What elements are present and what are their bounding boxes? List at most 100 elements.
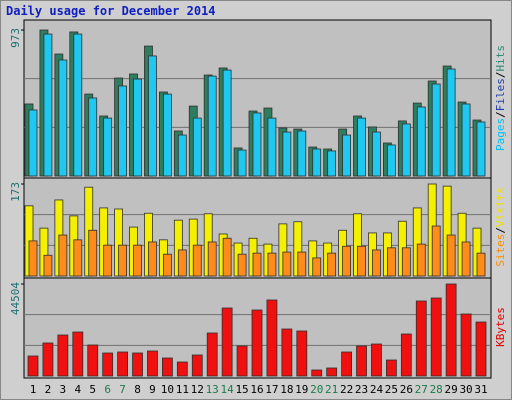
bar xyxy=(73,239,83,277)
bar xyxy=(267,252,277,277)
bar xyxy=(385,359,397,377)
bar xyxy=(342,134,352,177)
x-tick-label: 10 xyxy=(161,383,174,396)
legend: Pages/Files/Hits xyxy=(494,45,507,151)
bar xyxy=(207,241,217,277)
bar xyxy=(431,83,441,177)
x-tick-label: 29 xyxy=(445,383,458,396)
bar xyxy=(117,351,128,377)
x-tick-label: 14 xyxy=(221,383,235,396)
bar xyxy=(28,240,38,277)
x-tick-label: 6 xyxy=(104,383,111,396)
bar xyxy=(147,350,158,377)
bar xyxy=(341,351,353,377)
legend-separator: / xyxy=(494,227,507,234)
legend-entry: Sites xyxy=(494,234,507,267)
legend: KBytes xyxy=(494,307,507,347)
x-tick-label: 12 xyxy=(191,383,204,396)
x-tick-label: 3 xyxy=(60,383,67,396)
bar xyxy=(191,354,203,377)
bar xyxy=(58,234,68,277)
bar xyxy=(461,241,471,277)
bar xyxy=(192,117,202,177)
bar xyxy=(237,253,247,277)
bar xyxy=(88,97,98,177)
bar xyxy=(401,247,411,277)
bar xyxy=(251,309,263,377)
bar xyxy=(176,361,188,377)
bar xyxy=(267,117,277,177)
bar xyxy=(371,343,382,377)
y-tick-label: 973 xyxy=(9,28,22,48)
bar xyxy=(43,254,53,277)
x-tick-label: 8 xyxy=(134,383,141,396)
bar xyxy=(415,300,427,377)
x-tick-label: 1 xyxy=(30,383,37,396)
x-tick-label: 26 xyxy=(400,383,413,396)
x-tick-label: 9 xyxy=(149,383,156,396)
x-tick-label: 16 xyxy=(250,383,263,396)
bar xyxy=(237,149,247,177)
bar xyxy=(72,331,84,377)
bar xyxy=(103,117,113,177)
y-tick-label: 173 xyxy=(9,182,22,202)
bar xyxy=(461,103,471,177)
x-tick-label: 2 xyxy=(45,383,52,396)
bar xyxy=(475,321,487,377)
bar xyxy=(282,251,292,277)
bar xyxy=(357,117,366,177)
bar xyxy=(118,85,127,177)
legend-entry: KBytes xyxy=(494,307,507,347)
bar xyxy=(252,252,262,277)
bar xyxy=(460,313,472,377)
legend-entry: Files xyxy=(494,78,507,111)
x-tick-label: 17 xyxy=(265,383,278,396)
x-tick-label: 22 xyxy=(340,383,353,396)
bar xyxy=(326,367,338,377)
x-tick-label: 5 xyxy=(89,383,96,396)
bar xyxy=(88,229,98,277)
bar xyxy=(236,345,248,377)
bar xyxy=(372,249,381,277)
bar xyxy=(148,55,157,177)
y-tick-label: 44504 xyxy=(9,282,22,315)
bar xyxy=(222,69,232,177)
bar xyxy=(73,33,83,177)
bar xyxy=(281,328,293,377)
x-tick-label: 20 xyxy=(310,383,323,396)
legend-separator: / xyxy=(494,72,507,79)
bar xyxy=(133,244,142,277)
legend: Sites/Visits xyxy=(494,187,507,267)
x-tick-label: 31 xyxy=(474,383,487,396)
x-tick-label: 21 xyxy=(325,383,338,396)
bar xyxy=(221,307,233,377)
bar xyxy=(416,243,426,277)
bar xyxy=(297,251,307,277)
legend-separator: / xyxy=(494,111,507,118)
bar xyxy=(312,257,322,277)
x-tick-label: 23 xyxy=(355,383,368,396)
bar xyxy=(206,332,218,377)
bar xyxy=(446,68,456,177)
x-tick-label: 25 xyxy=(385,383,398,396)
bar xyxy=(400,333,412,377)
bar xyxy=(43,33,53,177)
x-tick-label: 7 xyxy=(119,383,126,396)
bar xyxy=(118,244,127,277)
bar xyxy=(222,237,232,277)
bar xyxy=(177,249,187,277)
bar xyxy=(297,130,307,177)
bar xyxy=(342,245,352,277)
bar xyxy=(192,244,202,277)
bar xyxy=(27,355,39,377)
bar xyxy=(327,150,337,177)
bar xyxy=(161,357,173,377)
bar xyxy=(102,352,114,377)
bar xyxy=(133,78,142,177)
bar xyxy=(207,75,217,177)
legend-entry: Visits xyxy=(494,187,507,227)
bar xyxy=(252,112,262,177)
bar xyxy=(58,59,68,177)
